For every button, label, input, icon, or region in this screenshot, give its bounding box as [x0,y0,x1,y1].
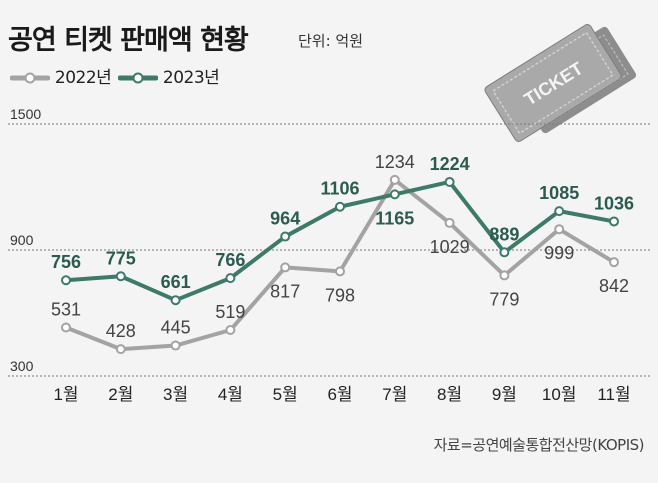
data-point [499,270,510,281]
legend-2022: 2022년 [9,63,112,88]
data-label: 1029 [430,237,470,257]
data-point [61,322,71,333]
x-tick-label: 10월 [542,385,577,404]
data-point [280,231,291,242]
data-label: 798 [325,285,355,305]
legend-2022-label: 2022년 [54,68,112,88]
data-label: 756 [51,252,81,272]
data-point [554,224,565,235]
x-tick-label: 5월 [273,385,298,404]
legend-2022-marker [9,72,51,84]
data-label: 842 [599,276,629,296]
x-tick-label: 6월 [327,385,352,404]
data-point [609,216,619,227]
y-tick-1500: 1500 [10,106,41,122]
data-label: 999 [544,243,574,263]
data-point [115,271,126,282]
data-point [225,273,236,284]
data-label: 817 [270,281,300,301]
line-chart: 300 900 1500 1월 2월 3월 4월 5월 6월 7월 8월 9월 10월 11월 531 428… [8,106,650,404]
data-point [554,206,565,217]
data-point [444,217,455,228]
data-label: 779 [489,289,519,309]
x-tick-label: 3월 [163,385,188,404]
data-point [444,176,455,187]
data-point [499,247,510,258]
data-label: 766 [215,250,245,270]
legend-2023: 2023년 [117,63,220,88]
data-point [170,295,181,306]
data-point [170,340,181,351]
data-label: 445 [161,318,191,338]
legend-2023-label: 2023년 [162,68,220,88]
data-point [335,266,345,277]
x-tick-label: 9월 [492,385,517,404]
data-label: 1106 [320,179,359,199]
data-point [389,189,400,200]
data-label: 661 [161,272,191,292]
x-tick-label: 11월 [597,385,630,404]
data-label: 889 [489,224,519,244]
ticket-illustration: TICKET [484,24,637,142]
data-label: 775 [106,248,136,268]
x-tick-label: 1월 [53,385,78,404]
legend-2023-marker [117,72,159,84]
data-point [61,275,71,286]
source-note: 자료=공연예술통합전산망(KOPIS) [433,436,645,454]
chart-title: 공연 티켓 판매액 현황 [8,25,249,56]
data-label: 531 [51,299,81,319]
data-label: 1234 [375,152,415,172]
data-point [280,262,291,273]
y-tick-300: 300 [10,358,34,374]
series-line-2023년 [65,179,615,303]
data-point [225,325,236,336]
data-point [335,201,345,212]
data-label: 428 [106,321,136,341]
x-tick-label: 8월 [437,385,462,404]
x-tick-label: 7월 [382,385,407,404]
x-tick-label: 4월 [218,385,243,404]
data-point [609,257,619,268]
data-point [389,174,400,185]
unit-label: 단위: 억원 [298,32,364,50]
data-label: 1036 [594,193,634,213]
data-label: 964 [270,209,300,229]
data-label: 1085 [539,183,579,203]
data-label: 519 [215,302,245,322]
y-tick-900: 900 [10,232,34,248]
data-label: 1165 [375,208,414,228]
x-tick-label: 2월 [108,385,133,404]
data-label: 1224 [430,154,470,174]
data-point [115,344,126,355]
